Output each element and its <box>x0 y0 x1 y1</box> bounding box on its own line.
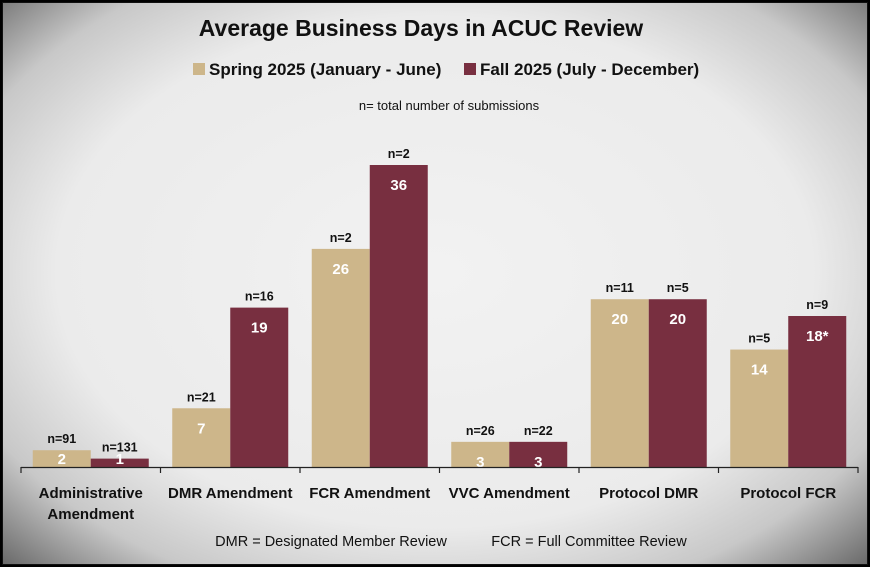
value-label-spring-4: 20 <box>611 311 628 328</box>
n-label-fall-5: n=9 <box>806 298 828 312</box>
value-label-spring-2: 26 <box>332 261 349 278</box>
bar-fall-1 <box>230 307 289 467</box>
value-label-spring-5: 14 <box>751 362 768 379</box>
bars <box>32 165 847 467</box>
n-label-fall-0: n=131 <box>102 441 138 455</box>
footnote-dmr: DMR = Designated Member Review <box>215 534 447 550</box>
chart-title: Average Business Days in ACUC Review <box>199 15 644 41</box>
bar-spring-4 <box>590 299 649 467</box>
value-label-fall-5: 18* <box>806 328 829 345</box>
value-label-fall-2: 36 <box>390 177 407 194</box>
bar-fall-0 <box>90 458 149 467</box>
bar-spring-1 <box>172 408 231 467</box>
n-label-fall-4: n=5 <box>667 281 689 295</box>
value-label-spring-1: 7 <box>197 420 205 437</box>
value-label-spring-0: 2 <box>58 451 66 468</box>
category-label-1: DMR Amendment <box>168 485 292 502</box>
value-label-fall-1: 19 <box>251 320 268 337</box>
bar-spring-5 <box>730 349 789 467</box>
legend: Spring 2025 (January - June) Fall 2025 (… <box>193 60 699 79</box>
n-label-spring-2: n=2 <box>330 231 352 245</box>
bar-spring-0 <box>32 450 91 467</box>
n-label-fall-1: n=16 <box>245 290 274 304</box>
value-label-spring-3: 3 <box>476 454 484 471</box>
n-label-spring-3: n=26 <box>466 424 495 438</box>
category-label-0-line-1: Amendment <box>47 506 134 523</box>
n-label-spring-5: n=5 <box>748 332 770 346</box>
bar-spring-2 <box>311 248 370 467</box>
category-label-5: Protocol FCR <box>740 485 836 502</box>
x-axis: Administrative Amendment DMR Amendment FCR … <box>20 466 859 523</box>
chart-subtitle: n= total number of submissions <box>359 98 540 113</box>
category-label-3: VVC Amendment <box>449 485 570 502</box>
legend-swatch-fall <box>464 63 476 75</box>
n-label-spring-1: n=21 <box>187 390 216 404</box>
bar-fall-4 <box>648 299 707 467</box>
legend-swatch-spring <box>193 63 205 75</box>
bar-chart: Average Business Days in ACUC Review Spr… <box>20 15 859 550</box>
bar-fall-2 <box>369 165 428 467</box>
data-labels: 2 n=91 1n=131 7 n=21 19 n=16 26 n=2 36 n=2 3 n=26 3 n=… <box>47 147 828 471</box>
category-label-2: FCR Amendment <box>309 485 430 502</box>
category-label-0-line-0: Administrative <box>39 485 143 502</box>
bar-spring-3 <box>451 441 510 467</box>
bar-fall-5 <box>788 316 847 467</box>
n-label-fall-2: n=2 <box>388 147 410 161</box>
n-label-spring-4: n=11 <box>606 281 634 295</box>
legend-label-fall: Fall 2025 (July - December) <box>480 60 699 79</box>
value-label-fall-0: 1 <box>116 451 124 468</box>
footnote-fcr: FCR = Full Committee Review <box>491 534 687 550</box>
category-label-4: Protocol DMR <box>599 485 698 502</box>
n-label-fall-3: n=22 <box>524 424 553 438</box>
bar-fall-3 <box>509 441 568 467</box>
n-label-spring-0: n=91 <box>47 432 76 446</box>
value-label-fall-3: 3 <box>534 454 542 471</box>
legend-label-spring: Spring 2025 (January - June) <box>209 60 441 79</box>
value-label-fall-4: 20 <box>669 311 686 328</box>
